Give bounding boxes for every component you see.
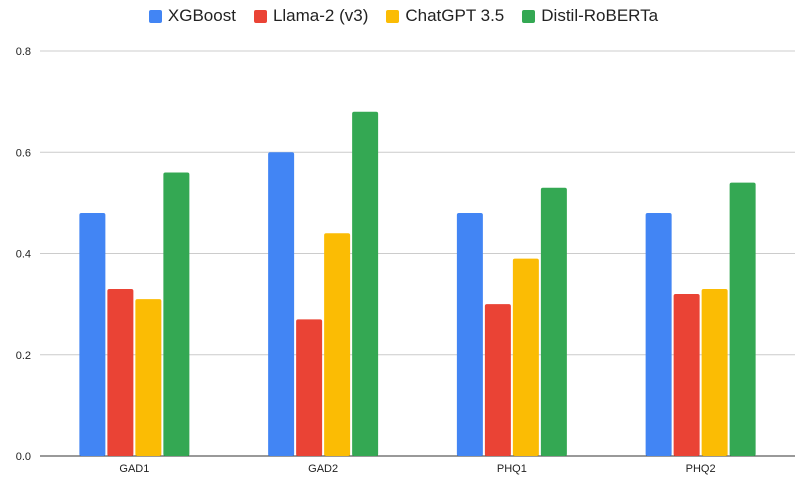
legend-swatch-xgboost [148, 9, 162, 23]
bar-gad1-chatgpt-3-5 [135, 299, 162, 456]
bar-gad2-llama-2-v3 [296, 319, 323, 456]
legend-item-distil-roberta: Distil-RoBERTa [522, 6, 658, 26]
bar-gad1-distil-roberta [163, 172, 190, 456]
x-tick-label: GAD2 [308, 463, 338, 475]
legend-label-llama: Llama-2 (v3) [272, 6, 369, 25]
bar-phq2-llama-2-v3 [673, 294, 700, 456]
bar-phq2-xgboost [645, 213, 672, 456]
bar-phq1-llama-2-v3 [484, 304, 511, 456]
bar-gad2-chatgpt-3-5 [324, 233, 351, 456]
y-tick-label: 0.6 [16, 147, 31, 159]
bar-phq2-distil-roberta [729, 182, 756, 456]
x-tick-label: GAD1 [119, 463, 149, 475]
bars [79, 111, 756, 456]
legend-label-chatgpt: ChatGPT 3.5 [405, 6, 505, 25]
y-tick-label: 0.4 [16, 249, 31, 261]
x-axis: GAD1 GAD2 PHQ1 PHQ2 [119, 463, 715, 475]
x-tick-label: PHQ1 [497, 463, 527, 475]
legend-label-distil-roberta: Distil-RoBERTa [541, 6, 659, 25]
y-axis: 0.0 0.2 0.4 0.6 0.8 [16, 46, 31, 463]
legend-item-llama: Llama-2 (v3) [253, 6, 369, 26]
legend-item-chatgpt: ChatGPT 3.5 [386, 6, 504, 26]
bar-gad1-xgboost [79, 213, 106, 456]
legend-swatch-chatgpt [386, 9, 400, 23]
bar-phq1-xgboost [456, 213, 483, 456]
bar-gad1-llama-2-v3 [107, 288, 134, 456]
legend-label-xgboost: XGBoost [167, 6, 236, 25]
bar-phq1-chatgpt-3-5 [512, 258, 539, 456]
y-tick-label: 0.8 [16, 46, 31, 58]
bar-phq1-distil-roberta [540, 187, 567, 456]
bar-gad2-xgboost [268, 152, 295, 456]
legend-item-xgboost: XGBoost [148, 6, 236, 26]
bar-gad2-distil-roberta [352, 111, 379, 456]
y-tick-label: 0.0 [16, 451, 31, 463]
chart-legend: XGBoost Llama-2 (v3) ChatGPT 3.5 Distil-… [0, 6, 807, 26]
legend-swatch-distil-roberta [522, 9, 536, 23]
bar-phq2-chatgpt-3-5 [701, 288, 728, 456]
legend-swatch-llama [253, 9, 267, 23]
x-tick-label: PHQ2 [686, 463, 716, 475]
y-tick-label: 0.2 [16, 350, 31, 362]
